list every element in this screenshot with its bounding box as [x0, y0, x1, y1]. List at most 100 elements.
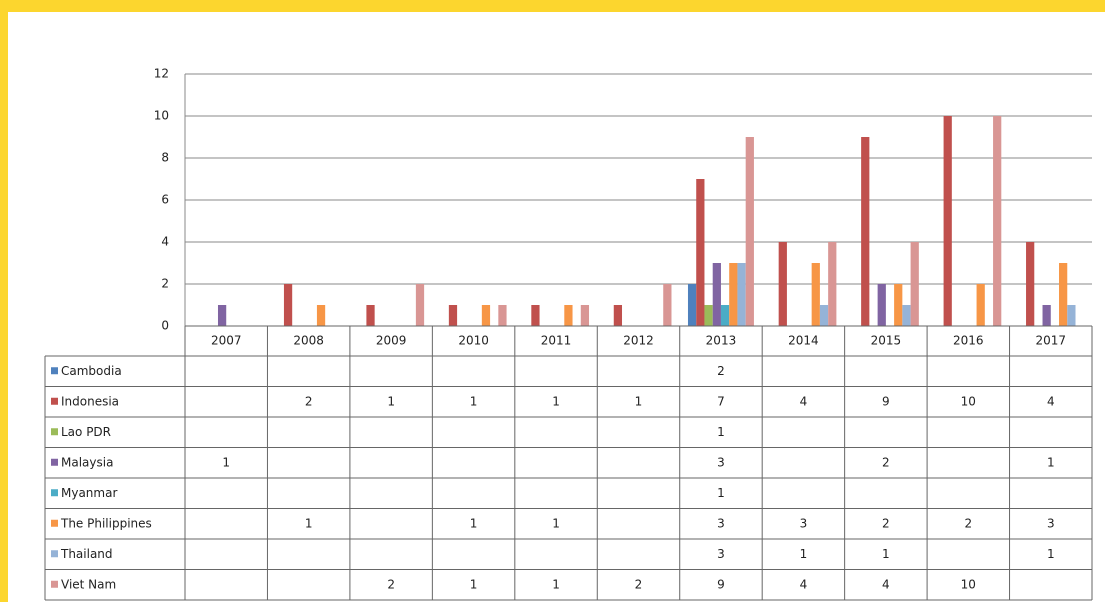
table-value: 2	[305, 394, 313, 408]
table-value: 2	[882, 455, 890, 469]
bar	[580, 305, 590, 326]
bar	[687, 284, 697, 326]
bar	[696, 179, 705, 326]
bar	[943, 116, 952, 326]
table-value: 1	[222, 455, 230, 469]
table-value: 2	[635, 577, 643, 591]
bar	[778, 242, 787, 326]
table-value: 1	[882, 547, 890, 561]
table-value: 1	[387, 394, 395, 408]
table-value: 4	[882, 577, 890, 591]
y-tick-label: 8	[161, 151, 169, 165]
bar	[976, 284, 985, 326]
background	[8, 12, 1105, 602]
table-value: 3	[717, 516, 725, 530]
bar	[910, 242, 919, 326]
legend-label: Viet Nam	[61, 577, 116, 591]
bar	[861, 137, 870, 326]
x-tick-label: 2007	[211, 334, 242, 348]
y-tick-label: 10	[154, 109, 169, 123]
x-tick-label: 2016	[953, 334, 984, 348]
legend-label: Cambodia	[61, 364, 122, 378]
legend-label: Lao PDR	[61, 425, 111, 439]
table-value: 3	[717, 547, 725, 561]
x-tick-label: 2014	[788, 334, 819, 348]
bar	[1059, 263, 1068, 326]
legend-key	[51, 458, 58, 466]
table-value: 1	[305, 516, 313, 530]
table-value: 1	[470, 516, 478, 530]
x-tick-label: 2011	[541, 334, 572, 348]
legend-key	[51, 428, 58, 436]
bar	[531, 305, 540, 326]
legend-label: Myanmar	[61, 486, 117, 500]
bar	[811, 263, 820, 326]
table-value: 1	[717, 486, 725, 500]
table-value: 1	[470, 577, 478, 591]
y-tick-label: 0	[161, 319, 169, 333]
bar	[366, 305, 375, 326]
x-tick-label: 2008	[293, 334, 324, 348]
legend-key	[51, 489, 58, 497]
bar	[720, 305, 730, 326]
table-value: 4	[1047, 394, 1055, 408]
x-tick-label: 2010	[458, 334, 489, 348]
table-value: 3	[1047, 516, 1055, 530]
bar	[902, 305, 911, 326]
bar	[415, 284, 425, 326]
bar	[481, 305, 491, 326]
table-value: 1	[552, 516, 560, 530]
x-tick-label: 2012	[623, 334, 654, 348]
y-tick-label: 6	[161, 193, 169, 207]
y-tick-label: 12	[154, 67, 169, 81]
legend-key	[51, 367, 58, 375]
bar	[448, 305, 458, 326]
table-value: 2	[964, 516, 972, 530]
bar	[283, 284, 293, 326]
bar	[712, 263, 721, 326]
legend-key	[51, 580, 58, 588]
table-value: 10	[961, 577, 976, 591]
bar	[704, 305, 713, 326]
bar	[1042, 305, 1051, 326]
table-value: 1	[717, 425, 725, 439]
x-tick-label: 2017	[1035, 334, 1066, 348]
legend-label: The Philippines	[60, 516, 152, 530]
bar	[745, 137, 754, 326]
legend-key	[51, 397, 58, 405]
table-value: 1	[635, 394, 643, 408]
bar	[613, 305, 623, 326]
y-tick-label: 4	[161, 235, 169, 249]
bar	[828, 242, 837, 326]
bar	[1026, 242, 1035, 326]
x-tick-label: 2009	[376, 334, 407, 348]
bar	[729, 263, 738, 326]
legend-key	[51, 519, 58, 527]
bar	[737, 263, 746, 326]
table-value: 7	[717, 394, 725, 408]
y-tick-label: 2	[161, 277, 169, 291]
table-value: 2	[717, 364, 725, 378]
table-value: 3	[717, 455, 725, 469]
table-value: 10	[961, 394, 976, 408]
table-value: 1	[552, 394, 560, 408]
bar	[993, 116, 1002, 326]
table-value: 1	[552, 577, 560, 591]
bar	[498, 305, 507, 326]
bar	[217, 305, 227, 326]
legend-label: Indonesia	[61, 394, 119, 408]
bar	[564, 305, 573, 326]
table-value: 1	[1047, 455, 1055, 469]
table-value: 2	[882, 516, 890, 530]
legend-label: Malaysia	[61, 455, 113, 469]
x-tick-label: 2015	[871, 334, 902, 348]
bar	[1067, 305, 1076, 326]
bar	[316, 305, 326, 326]
table-value: 1	[470, 394, 478, 408]
x-tick-label: 2013	[706, 334, 737, 348]
table-value: 4	[800, 577, 808, 591]
table-value: 2	[387, 577, 395, 591]
bar	[663, 284, 672, 326]
